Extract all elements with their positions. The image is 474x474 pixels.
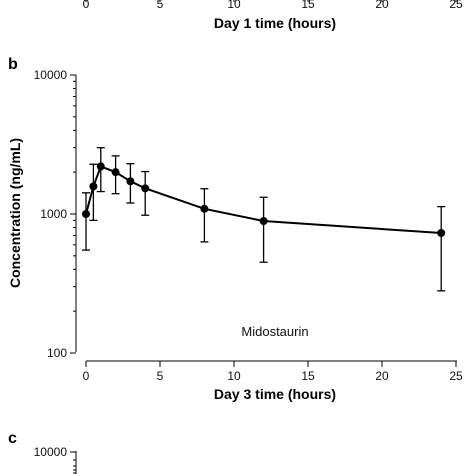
panel-b-data-point [259, 217, 268, 226]
panel-a-x-tick-label: 15 [301, 0, 315, 11]
panel-b-y-tick-label: 100 [47, 346, 67, 360]
panel-b-x-tick-label: 0 [83, 369, 90, 383]
panel-b: b 100 1000 10000 0 5 10 15 20 25 Concentration … [7, 56, 463, 402]
panel-b-error-bars [82, 147, 446, 292]
panel-b-letter: b [8, 56, 18, 73]
panel-b-x-tick-label: 5 [157, 369, 164, 383]
panel-b-x-tick-label: 15 [301, 369, 315, 383]
panel-b-y-axis-ticks: 100 1000 10000 [34, 68, 76, 360]
panel-a-x-axis-title: Day 1 time (hours) [214, 15, 336, 31]
panel-b-x-tick-label: 10 [227, 369, 241, 383]
panel-a: 0 5 10 15 20 25 Day 1 time (hours) [83, 0, 463, 31]
panel-a-x-tick-label: 10 [227, 0, 241, 11]
panel-b-data-point [141, 184, 150, 193]
panel-b-data-point [200, 204, 209, 213]
panel-c: c 10000 [8, 430, 77, 474]
panel-c-y-tick-label: 10000 [34, 445, 68, 459]
panel-a-x-tick-label: 20 [375, 0, 389, 11]
panel-b-x-tick-label: 20 [375, 369, 389, 383]
panel-c-y-axis-ticks: 10000 [34, 445, 76, 474]
panel-b-data-points [82, 162, 446, 237]
panel-b-x-axis-title: Day 3 time (hours) [214, 386, 336, 402]
panel-b-data-point [96, 162, 105, 171]
panel-b-annotation-midostaurin: Midostaurin [241, 324, 308, 339]
panel-b-data-point [126, 177, 135, 186]
panel-c-letter: c [8, 430, 17, 447]
panel-a-x-tick-label: 25 [449, 0, 463, 11]
panel-a-x-tick-label: 0 [83, 0, 90, 11]
panel-b-x-tick-label: 25 [449, 369, 463, 383]
panel-b-x-axis-ticks: 0 5 10 15 20 25 [83, 361, 463, 383]
panel-b-data-point [89, 182, 98, 191]
panel-b-data-point [82, 210, 90, 218]
panel-b-data-point [437, 228, 446, 237]
panel-b-y-axis-title: Concentration (ng/mL) [7, 138, 23, 288]
panel-b-data-point [111, 168, 120, 177]
panel-b-y-tick-label: 10000 [34, 68, 68, 82]
panel-a-x-axis-ticks: 0 5 10 15 20 25 [83, 0, 463, 11]
panel-a-x-tick-label: 5 [157, 0, 164, 11]
panel-b-y-tick-label: 1000 [40, 207, 67, 221]
